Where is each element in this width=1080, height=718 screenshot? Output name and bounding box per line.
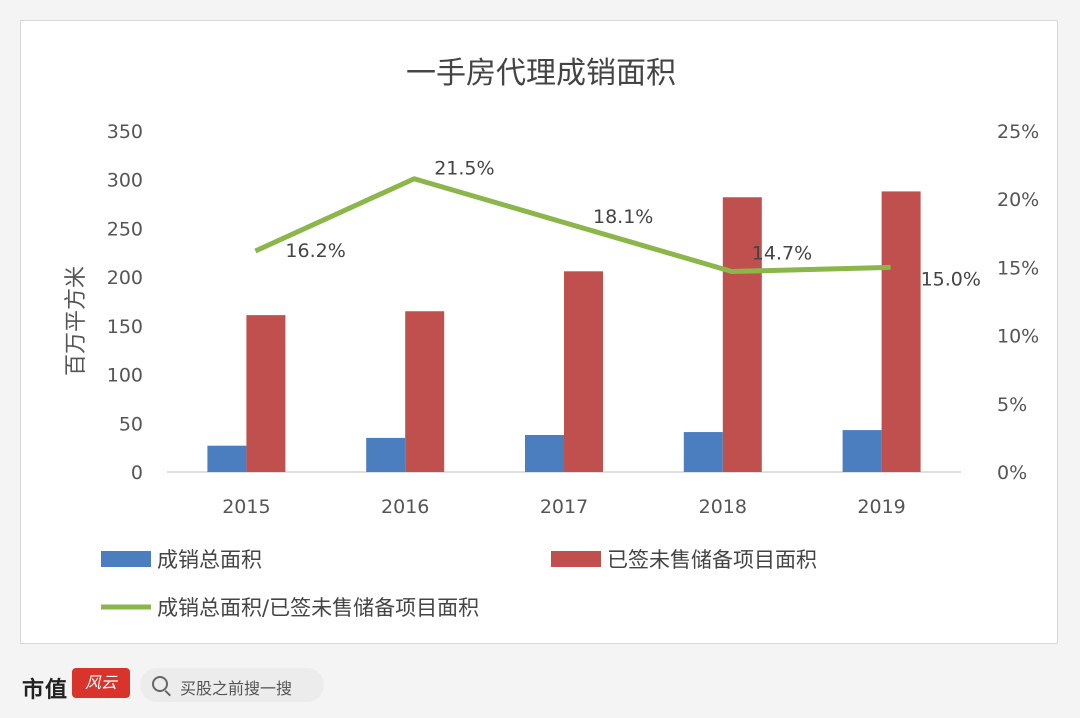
x-tick-label: 2017: [540, 496, 588, 518]
y-tick-label: 0: [131, 462, 143, 484]
x-tick-label: 2016: [381, 496, 429, 518]
ratio-data-label: 18.1%: [593, 206, 653, 228]
ratio-data-label: 21.5%: [434, 158, 494, 180]
x-tick-label: 2018: [699, 496, 747, 518]
ratio-line: 16.2% 21.5% 18.1% 14.7% 15.0%: [254, 158, 981, 290]
x-tick-label: 2019: [857, 496, 905, 518]
search-placeholder: 买股之前搜一搜: [180, 679, 293, 698]
y-axis-label: 百万平方米: [64, 266, 89, 376]
y2-tick-label: 0%: [997, 462, 1027, 484]
legend-label: 成销总面积/已签未售储备项目面积: [157, 596, 479, 620]
bar-reserve-area-2016: [405, 311, 445, 472]
ratio-data-label: 16.2%: [285, 240, 345, 262]
bar-sold-area-2017: [525, 434, 564, 472]
bar-reserve-area-2017: [564, 271, 603, 472]
ratio-line-path: [254, 176, 891, 274]
bar-sold-area-2015: [207, 445, 247, 472]
chart-title: 一手房代理成销面积: [406, 56, 676, 91]
ratio-data-label: 14.7%: [752, 242, 812, 264]
bar-reserve-area-2018: [722, 197, 762, 472]
y2-tick-label: 20%: [997, 189, 1039, 211]
left-axis-ticks: 0 50 100 150 200 250 300 350: [107, 121, 143, 484]
x-tick-label: 2015: [222, 496, 270, 518]
legend-label: 已签未售储备项目面积: [607, 548, 817, 572]
bar-reserve-area-2015: [246, 315, 286, 472]
brand-logo-mark[interactable]: 风云: [72, 668, 130, 698]
right-axis-ticks: 0% 5% 10% 15% 20% 25%: [997, 121, 1039, 484]
bars: [207, 191, 921, 473]
y2-tick-label: 15%: [997, 257, 1039, 279]
legend-label: 成销总面积: [157, 548, 262, 572]
y-tick-label: 250: [107, 218, 143, 240]
legend-swatch: [551, 551, 601, 567]
y-tick-label: 300: [107, 170, 143, 192]
y-tick-label: 150: [107, 316, 143, 338]
y2-tick-label: 5%: [997, 394, 1027, 416]
y-tick-label: 200: [107, 267, 143, 289]
bar-sold-area-2018: [683, 432, 723, 472]
ratio-data-label: 15.0%: [921, 268, 981, 290]
footer-bar: 市值 风云 买股之前搜一搜: [0, 650, 1080, 718]
bar-reserve-area-2019: [881, 191, 921, 473]
y2-tick-label: 10%: [997, 326, 1039, 348]
brand-logo-text[interactable]: 市值: [22, 678, 69, 703]
y-tick-label: 100: [107, 365, 143, 387]
y2-tick-label: 25%: [997, 121, 1039, 143]
chart-card: 一手房代理成销面积 百万平方米 0 50 100 150 200 250 300 350 0%…: [20, 20, 1058, 644]
x-axis-ticks: 2015 2016 2017 2018 2019: [222, 496, 906, 518]
legend-swatch: [101, 551, 151, 567]
search-box[interactable]: 买股之前搜一搜: [140, 668, 324, 702]
bar-sold-area-2016: [366, 437, 406, 472]
search-icon: [152, 676, 168, 692]
y-tick-label: 350: [107, 121, 143, 143]
y-tick-label: 50: [119, 413, 143, 435]
bar-sold-area-2019: [842, 430, 882, 472]
chart-svg: 一手房代理成销面积 百万平方米 0 50 100 150 200 250 300 350 0%…: [64, 56, 1039, 620]
